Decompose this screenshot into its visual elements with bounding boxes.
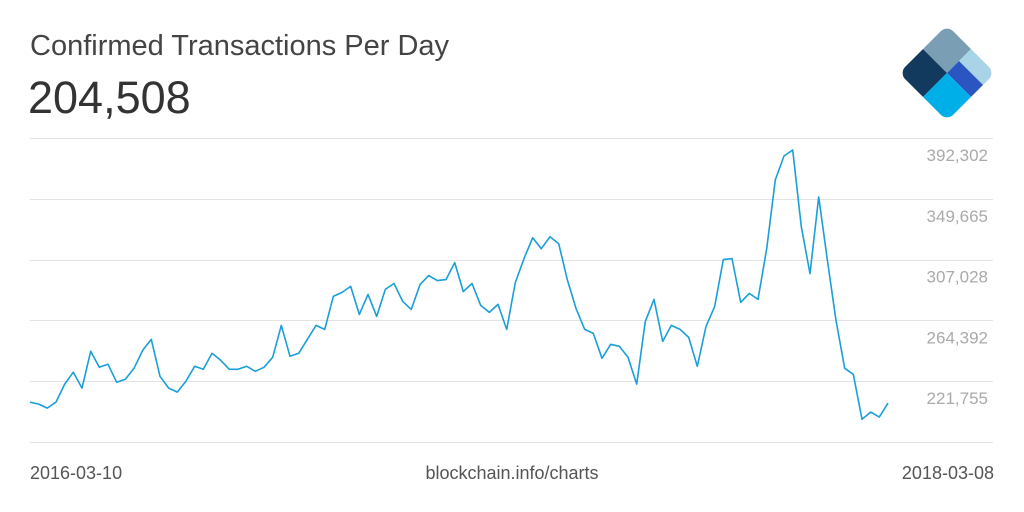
x-start-label: 2016-03-10 bbox=[30, 463, 123, 483]
y-tick-label: 392,302 bbox=[927, 146, 988, 165]
y-tick-label: 264,392 bbox=[927, 328, 988, 347]
x-end-label: 2018-03-08 bbox=[901, 463, 994, 483]
current-value: 204,508 bbox=[28, 72, 191, 123]
series-line bbox=[29, 149, 889, 421]
y-tick-label: 221,755 bbox=[927, 389, 988, 408]
y-tick-label: 307,028 bbox=[927, 268, 988, 287]
blockchain-logo bbox=[898, 24, 996, 122]
chart-title: Confirmed Transactions Per Day bbox=[30, 30, 450, 62]
y-tick-label: 349,665 bbox=[927, 207, 988, 226]
source-link[interactable]: blockchain.info/charts bbox=[425, 463, 599, 483]
